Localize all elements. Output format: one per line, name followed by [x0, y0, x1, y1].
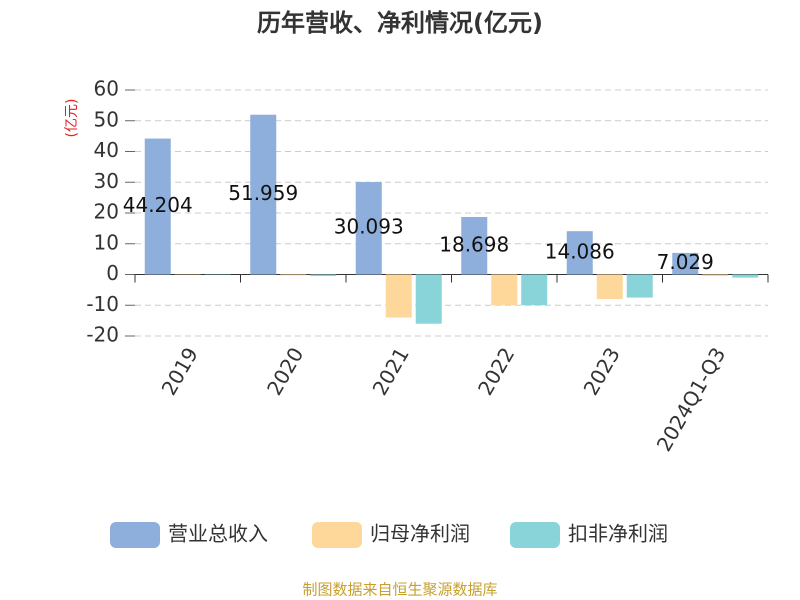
bar	[310, 274, 337, 277]
legend-label: 营业总收入	[168, 522, 268, 546]
value-label: 18.698	[439, 232, 509, 256]
y-tick-label: -10	[86, 292, 119, 316]
x-tick-label: 2024Q1-Q3	[652, 343, 731, 455]
y-tick-label: 60	[94, 77, 119, 101]
bar	[461, 217, 488, 275]
value-label: 30.093	[334, 215, 404, 239]
value-label: 44.204	[123, 193, 193, 217]
bar	[672, 252, 699, 275]
x-tick-label: 2021	[368, 343, 414, 399]
legend-label: 扣非净利润	[568, 522, 668, 546]
bar	[415, 274, 442, 324]
value-label: 7.029	[657, 250, 714, 274]
chart-title: 历年营收、净利情况(亿元)	[257, 9, 543, 37]
y-tick-label: 40	[94, 138, 119, 162]
value-label: 51.959	[228, 181, 298, 205]
x-tick-label: 2023	[579, 343, 625, 399]
y-tick-label: -20	[86, 323, 119, 347]
legend-swatch	[110, 522, 160, 548]
legend-label: 归母净利润	[370, 522, 470, 546]
legend-swatch	[312, 522, 362, 548]
y-tick-label: 30	[94, 169, 119, 193]
y-tick-label: 50	[94, 107, 119, 131]
bar	[250, 114, 277, 275]
legend-swatch	[510, 522, 560, 548]
value-label: 14.086	[545, 239, 615, 263]
source: 制图数据来自恒生聚源数据库	[302, 581, 497, 599]
bar	[596, 274, 623, 300]
bar	[626, 274, 653, 298]
x-tick-label: 2020	[262, 343, 308, 399]
bar	[385, 274, 412, 318]
bar	[280, 274, 307, 276]
y-tick-label: 20	[94, 200, 119, 224]
bar	[702, 274, 729, 277]
y-unit: (亿元)	[64, 99, 80, 138]
bar	[521, 274, 548, 306]
y-tick-label: 10	[94, 230, 119, 254]
y-tick-label: 0	[106, 261, 119, 285]
bar	[732, 274, 759, 278]
x-tick-label: 2019	[157, 343, 203, 399]
x-tick-label: 2022	[473, 343, 519, 399]
bar	[144, 138, 171, 275]
bar	[566, 231, 593, 275]
bar	[491, 274, 518, 306]
bar	[355, 181, 382, 275]
